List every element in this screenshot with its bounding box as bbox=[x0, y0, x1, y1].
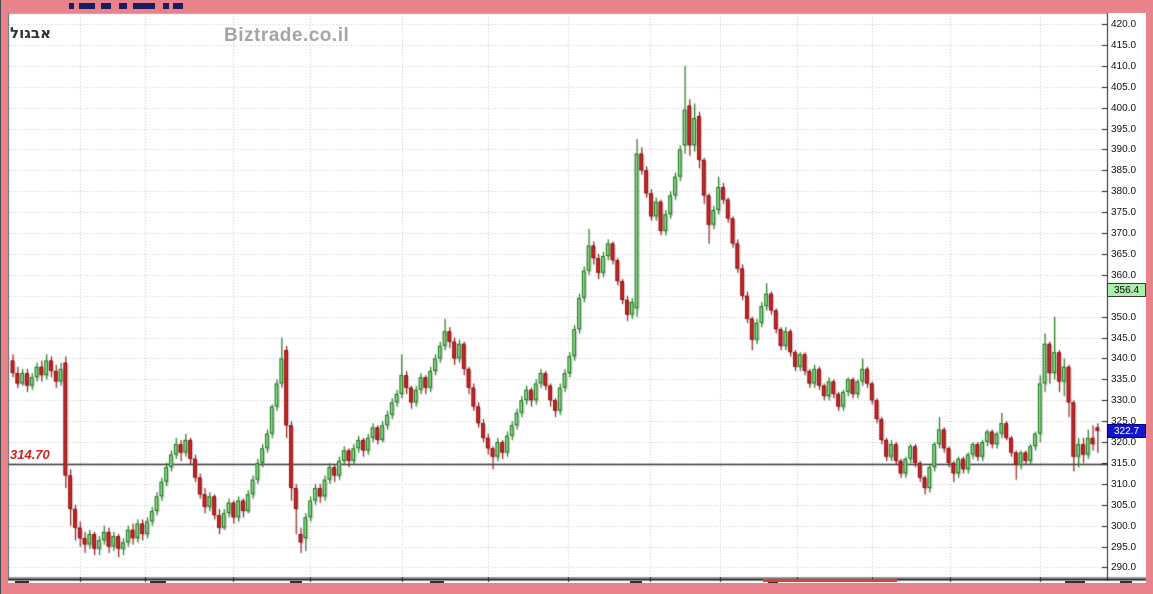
clipped-date-label-fragment bbox=[768, 581, 778, 583]
price-tick-label: 375.0 bbox=[1111, 207, 1137, 218]
clipped-browser-text-fragment bbox=[163, 3, 169, 9]
price-tick-label: 385.0 bbox=[1111, 165, 1137, 176]
clipped-date-label-fragment bbox=[630, 581, 642, 583]
price-tick-label: 320.0 bbox=[1111, 437, 1137, 448]
price-tick-label: 420.0 bbox=[1111, 19, 1137, 30]
clipped-browser-text-fragment bbox=[69, 3, 74, 9]
price-tick-label: 405.0 bbox=[1111, 82, 1137, 93]
price-tick-label: 380.0 bbox=[1111, 186, 1137, 197]
frame-top-border bbox=[0, 0, 1153, 13]
reference-price-badge: 356.4 bbox=[1107, 283, 1146, 297]
price-tick-label: 345.0 bbox=[1111, 333, 1137, 344]
clipped-browser-text-fragment bbox=[119, 3, 127, 9]
symbol-label: אבגול bbox=[10, 24, 51, 42]
price-tick-label: 415.0 bbox=[1111, 40, 1137, 51]
clipped-browser-text-fragment bbox=[101, 3, 111, 9]
price-tick-label: 360.0 bbox=[1111, 270, 1137, 281]
last-price-badge: 322.7 bbox=[1107, 424, 1146, 438]
price-tick-label: 300.0 bbox=[1111, 521, 1137, 532]
clipped-date-label-fragment bbox=[1065, 581, 1085, 583]
frame-right-border bbox=[1146, 0, 1153, 594]
price-tick-label: 340.0 bbox=[1111, 353, 1137, 364]
time-axis-highlight-segment bbox=[763, 579, 897, 582]
price-tick-label: 295.0 bbox=[1111, 542, 1137, 553]
clipped-browser-text-fragment bbox=[79, 3, 95, 9]
clipped-date-label-fragment bbox=[290, 581, 302, 583]
clipped-date-label-fragment bbox=[150, 581, 166, 583]
price-tick-label: 290.0 bbox=[1111, 562, 1137, 573]
price-tick-label: 410.0 bbox=[1111, 61, 1137, 72]
price-tick-label: 390.0 bbox=[1111, 144, 1137, 155]
price-tick-label: 370.0 bbox=[1111, 228, 1137, 239]
clipped-date-label-fragment bbox=[15, 581, 29, 583]
price-tick-label: 400.0 bbox=[1111, 103, 1137, 114]
price-tick-label: 365.0 bbox=[1111, 249, 1137, 260]
price-tick-label: 350.0 bbox=[1111, 312, 1137, 323]
price-tick-label: 310.0 bbox=[1111, 479, 1137, 490]
frame-bottom-border bbox=[0, 583, 1153, 594]
clipped-browser-text-fragment bbox=[133, 3, 155, 9]
price-tick-label: 315.0 bbox=[1111, 458, 1137, 469]
price-tick-label: 395.0 bbox=[1111, 124, 1137, 135]
frame-left-border bbox=[0, 0, 8, 594]
clipped-browser-text-fragment bbox=[173, 3, 183, 9]
price-tick-label: 325.0 bbox=[1111, 416, 1137, 427]
watermark-logo: Biztrade.co.il bbox=[224, 25, 350, 46]
clipped-date-label-fragment bbox=[1120, 581, 1132, 583]
clipped-date-label-fragment bbox=[430, 581, 444, 583]
support-line-price-label: 314.70 bbox=[10, 447, 50, 462]
price-tick-label: 335.0 bbox=[1111, 374, 1137, 385]
price-tick-label: 305.0 bbox=[1111, 500, 1137, 511]
price-tick-label: 330.0 bbox=[1111, 395, 1137, 406]
